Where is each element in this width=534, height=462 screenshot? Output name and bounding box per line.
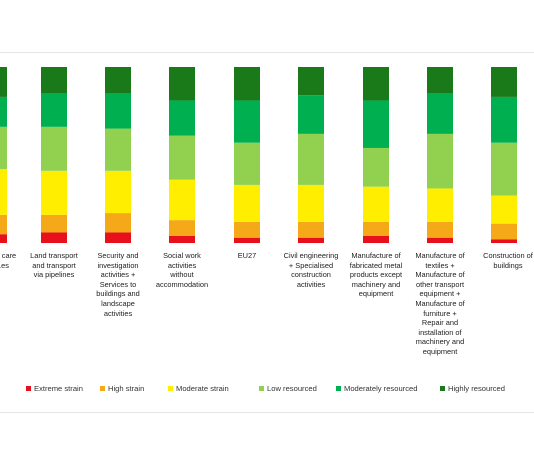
category-label: Land transport and transport via pipelin… — [30, 251, 78, 280]
legend-item: High strain — [100, 384, 144, 393]
bar-segment — [105, 170, 131, 214]
bar-segment — [298, 67, 324, 96]
bar-segment — [491, 195, 517, 224]
bar-segment — [234, 237, 260, 243]
legend-label: High strain — [108, 384, 145, 393]
bar-segment — [169, 179, 195, 221]
bar-segment — [41, 214, 67, 233]
legend-swatch — [26, 386, 31, 391]
bar-segment — [41, 93, 67, 127]
bar-segment — [234, 142, 260, 185]
bar-segment — [298, 184, 324, 222]
bar-segment — [0, 96, 7, 127]
bar-segment — [363, 235, 389, 243]
bar-segment — [234, 100, 260, 143]
bar-segment — [298, 133, 324, 185]
bar-segment — [41, 232, 67, 243]
bar-segment — [363, 67, 389, 101]
legend-label: Moderate strain — [176, 384, 229, 393]
bottom-border — [0, 412, 534, 413]
bar-segment — [169, 235, 195, 243]
bar-segment — [0, 67, 7, 97]
category-label: ...al care ...es — [0, 251, 17, 270]
bar-segment — [105, 128, 131, 171]
legend: Extreme strain High strain Moderate strain… — [0, 384, 534, 398]
legend-label: Highly resourced — [448, 384, 505, 393]
bar-segment — [427, 188, 453, 222]
legend-item: Highly resourced — [440, 384, 505, 393]
legend-swatch — [336, 386, 341, 391]
bar-segment — [105, 93, 131, 129]
bar-segment — [41, 126, 67, 171]
category-label: Civil engineering + Specialised construc… — [283, 251, 339, 289]
bar-segment — [427, 133, 453, 189]
bar-segment — [41, 170, 67, 215]
category-label: Manufacture of fabricated metal products… — [349, 251, 403, 299]
category-label: Manufacture of textiles + Manufacture of… — [415, 251, 465, 356]
bar-segment — [363, 186, 389, 222]
bar-segment — [427, 237, 453, 243]
bar-segment — [0, 214, 7, 235]
bar-segment — [298, 95, 324, 134]
bar-segment — [427, 221, 453, 238]
bar-segment — [234, 184, 260, 222]
legend-item: Moderate strain — [168, 384, 229, 393]
legend-swatch — [259, 386, 264, 391]
bar-segment — [105, 67, 131, 94]
bar-segment — [41, 67, 67, 94]
bar-segment — [234, 221, 260, 238]
top-border — [0, 52, 534, 53]
bar-segment — [427, 67, 453, 94]
bar-segment — [105, 213, 131, 233]
category-label: Social work activities without accommoda… — [155, 251, 209, 289]
bar-segment — [491, 142, 517, 196]
bar-segment — [169, 67, 195, 101]
bar-segment — [363, 147, 389, 187]
legend-item: Moderately resourced — [336, 384, 417, 393]
bar-segment — [491, 223, 517, 240]
bar-segment — [0, 169, 7, 215]
legend-label: Extreme strain — [34, 384, 83, 393]
bar-segment — [491, 96, 517, 143]
bar-segment — [234, 67, 260, 101]
bar-segment — [363, 221, 389, 236]
bar-segment — [363, 100, 389, 148]
bar-segment — [169, 100, 195, 136]
bar-segment — [427, 93, 453, 134]
legend-label: Low resourced — [267, 384, 317, 393]
bar-segment — [105, 232, 131, 243]
bar-segment — [491, 239, 517, 243]
bar-segment — [0, 234, 7, 243]
legend-swatch — [100, 386, 105, 391]
bar-segment — [298, 237, 324, 243]
bar-segment — [298, 221, 324, 238]
bar-segment — [169, 135, 195, 180]
bar-segment — [491, 67, 517, 97]
category-label: Construction of buildings — [483, 251, 533, 270]
bar-segment — [0, 126, 7, 170]
legend-item: Low resourced — [259, 384, 317, 393]
legend-label: Moderately resourced — [344, 384, 418, 393]
category-label: Security and investigation activities + … — [96, 251, 140, 318]
legend-swatch — [440, 386, 445, 391]
category-label: EU27 — [237, 251, 257, 260]
legend-swatch — [168, 386, 173, 391]
legend-item: Extreme strain — [26, 384, 83, 393]
bar-segment — [169, 220, 195, 236]
